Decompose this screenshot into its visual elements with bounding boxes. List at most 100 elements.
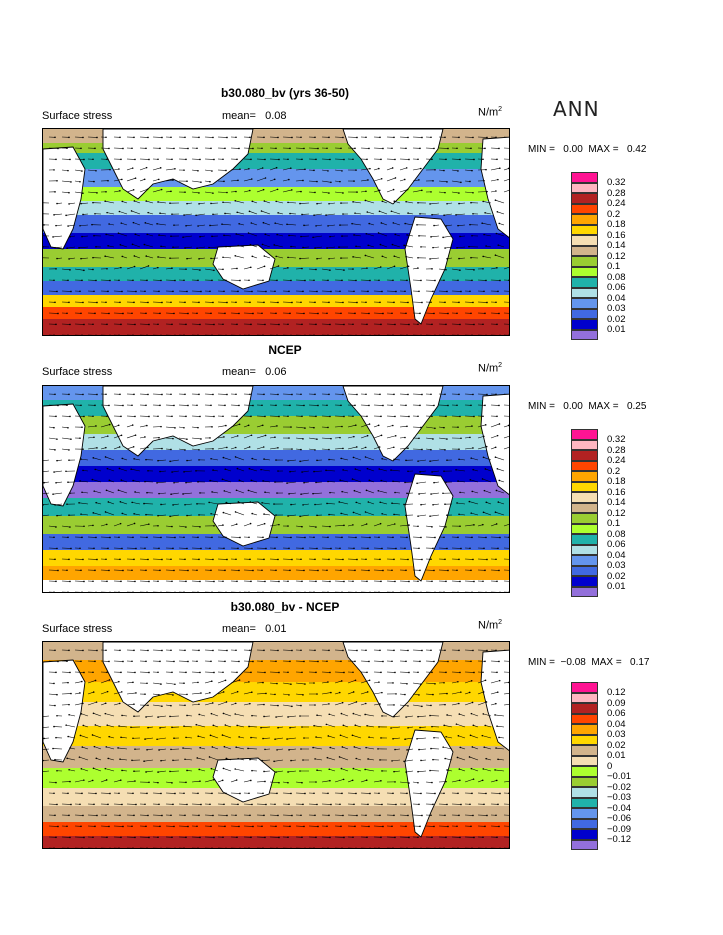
colorbar-swatch <box>571 797 598 808</box>
colorbar-label: 0.1 <box>607 518 621 529</box>
colorbar-swatch <box>571 224 598 235</box>
colorbar-label: 0.06 <box>607 708 626 719</box>
panel-2-title: NCEP <box>268 343 302 357</box>
colorbar-swatch <box>571 193 598 204</box>
colorbar-label: 0.01 <box>607 581 626 592</box>
colorbar-swatch <box>571 523 598 534</box>
colorbar-swatch <box>571 492 598 503</box>
panel-1-minmax: MIN = 0.00 MAX = 0.42 <box>528 144 647 155</box>
colorbar-label: 0.09 <box>607 697 626 709</box>
colorbar-swatch <box>571 776 598 787</box>
panel-2-variable: Surface stress <box>42 366 113 378</box>
colorbar-swatch <box>571 734 598 745</box>
colorbar-swatch <box>571 565 598 576</box>
colorbar-label: 0.03 <box>607 729 626 740</box>
colorbar-label: 0.06 <box>607 539 626 550</box>
panel-1-map <box>42 128 510 336</box>
colorbar-label: 0.24 <box>607 198 626 209</box>
colorbar-label: 0.32 <box>607 434 626 445</box>
colorbar-swatch <box>571 502 598 513</box>
colorbar-label: 0.16 <box>607 229 626 241</box>
panel-3-map <box>42 641 510 849</box>
colorbar-swatch <box>571 829 598 840</box>
colorbar-swatch <box>571 808 598 819</box>
colorbar-label: 0.12 <box>607 507 626 519</box>
colorbar-label: 0.2 <box>607 208 621 220</box>
colorbar-swatch <box>571 329 598 340</box>
colorbar-swatch <box>571 682 598 693</box>
colorbar-label: 0.06 <box>607 282 626 293</box>
colorbar-swatch <box>571 460 598 471</box>
colorbar-swatch <box>571 534 598 545</box>
panel-2-mean: mean= 0.06 <box>222 366 287 378</box>
colorbar-swatch <box>571 203 598 214</box>
colorbar-swatch <box>571 266 598 277</box>
colorbar-swatch <box>571 298 598 309</box>
panel-3-minmax: MIN = −0.08 MAX = 0.17 <box>528 657 650 668</box>
colorbar-swatch <box>571 555 598 566</box>
colorbar-swatch <box>571 787 598 798</box>
colorbar-swatch <box>571 235 598 246</box>
colorbar-swatch <box>571 214 598 225</box>
colorbar-swatch <box>571 277 598 288</box>
colorbar-label: −0.09 <box>607 823 632 835</box>
colorbar-label: 0 <box>607 760 613 772</box>
panel-2-units: N/m2 <box>478 362 503 375</box>
colorbar-label: 0.01 <box>607 324 626 335</box>
colorbar-swatch <box>571 766 598 777</box>
colorbar-swatch <box>571 245 598 256</box>
colorbar-label: 0.02 <box>607 570 626 582</box>
colorbar-label: 0.04 <box>607 549 626 561</box>
colorbar-swatch <box>571 544 598 555</box>
colorbar-label: 0.04 <box>607 718 626 730</box>
colorbar-swatch <box>571 308 598 319</box>
colorbar-label: 0.32 <box>607 177 626 188</box>
colorbar-swatch <box>571 439 598 450</box>
colorbar-label: 0.12 <box>607 687 626 698</box>
colorbar-label: 0.03 <box>607 560 626 571</box>
colorbar-label: −0.04 <box>607 802 632 814</box>
colorbar-swatch <box>571 703 598 714</box>
colorbar-swatch <box>571 256 598 267</box>
colorbar-swatch <box>571 429 598 440</box>
colorbar-label: −0.03 <box>607 792 632 803</box>
colorbar-label: −0.06 <box>607 813 632 824</box>
colorbar-swatch <box>571 839 598 850</box>
colorbar-label: 0.14 <box>607 497 626 508</box>
panel-2-minmax: MIN = 0.00 MAX = 0.25 <box>528 401 647 412</box>
season-label: ANN <box>553 97 600 121</box>
colorbar-label: 0.1 <box>607 261 621 272</box>
colorbar-swatch <box>571 818 598 829</box>
panel-1-variable: Surface stress <box>42 110 113 122</box>
colorbar-label: 0.04 <box>607 292 626 304</box>
colorbar-label: 0.08 <box>607 528 626 540</box>
panel-3-title: b30.080_bv - NCEP <box>230 600 340 614</box>
colorbar-swatch <box>571 576 598 587</box>
colorbar-swatch <box>571 724 598 735</box>
panel-1-units: N/m2 <box>478 106 503 119</box>
panel-3-mean: mean= 0.01 <box>222 623 287 635</box>
colorbar-swatch <box>571 182 598 193</box>
colorbar-label: 0.2 <box>607 465 621 477</box>
colorbar-swatch <box>571 481 598 492</box>
colorbar-label: −0.02 <box>607 781 632 793</box>
colorbar-label: 0.24 <box>607 455 626 466</box>
panel-3-units: N/m2 <box>478 619 503 632</box>
colorbar-swatch <box>571 745 598 756</box>
colorbar-label: 0.12 <box>607 250 626 262</box>
colorbar-label: 0.02 <box>607 313 626 325</box>
colorbar-swatch <box>571 450 598 461</box>
colorbar-label: 0.03 <box>607 303 626 314</box>
colorbar-label: 0.18 <box>607 219 626 230</box>
panel-2-map <box>42 385 510 593</box>
colorbar-swatch <box>571 319 598 330</box>
colorbar-label: 0.08 <box>607 271 626 283</box>
colorbar-label: −0.12 <box>607 834 632 845</box>
colorbar-swatch <box>571 513 598 524</box>
panel-1-mean: mean= 0.08 <box>222 110 287 122</box>
colorbar-label: 0.02 <box>607 739 626 751</box>
colorbar-label: −0.01 <box>607 771 632 782</box>
colorbar-swatch <box>571 471 598 482</box>
colorbar-swatch <box>571 287 598 298</box>
colorbar-label: 0.18 <box>607 476 626 487</box>
